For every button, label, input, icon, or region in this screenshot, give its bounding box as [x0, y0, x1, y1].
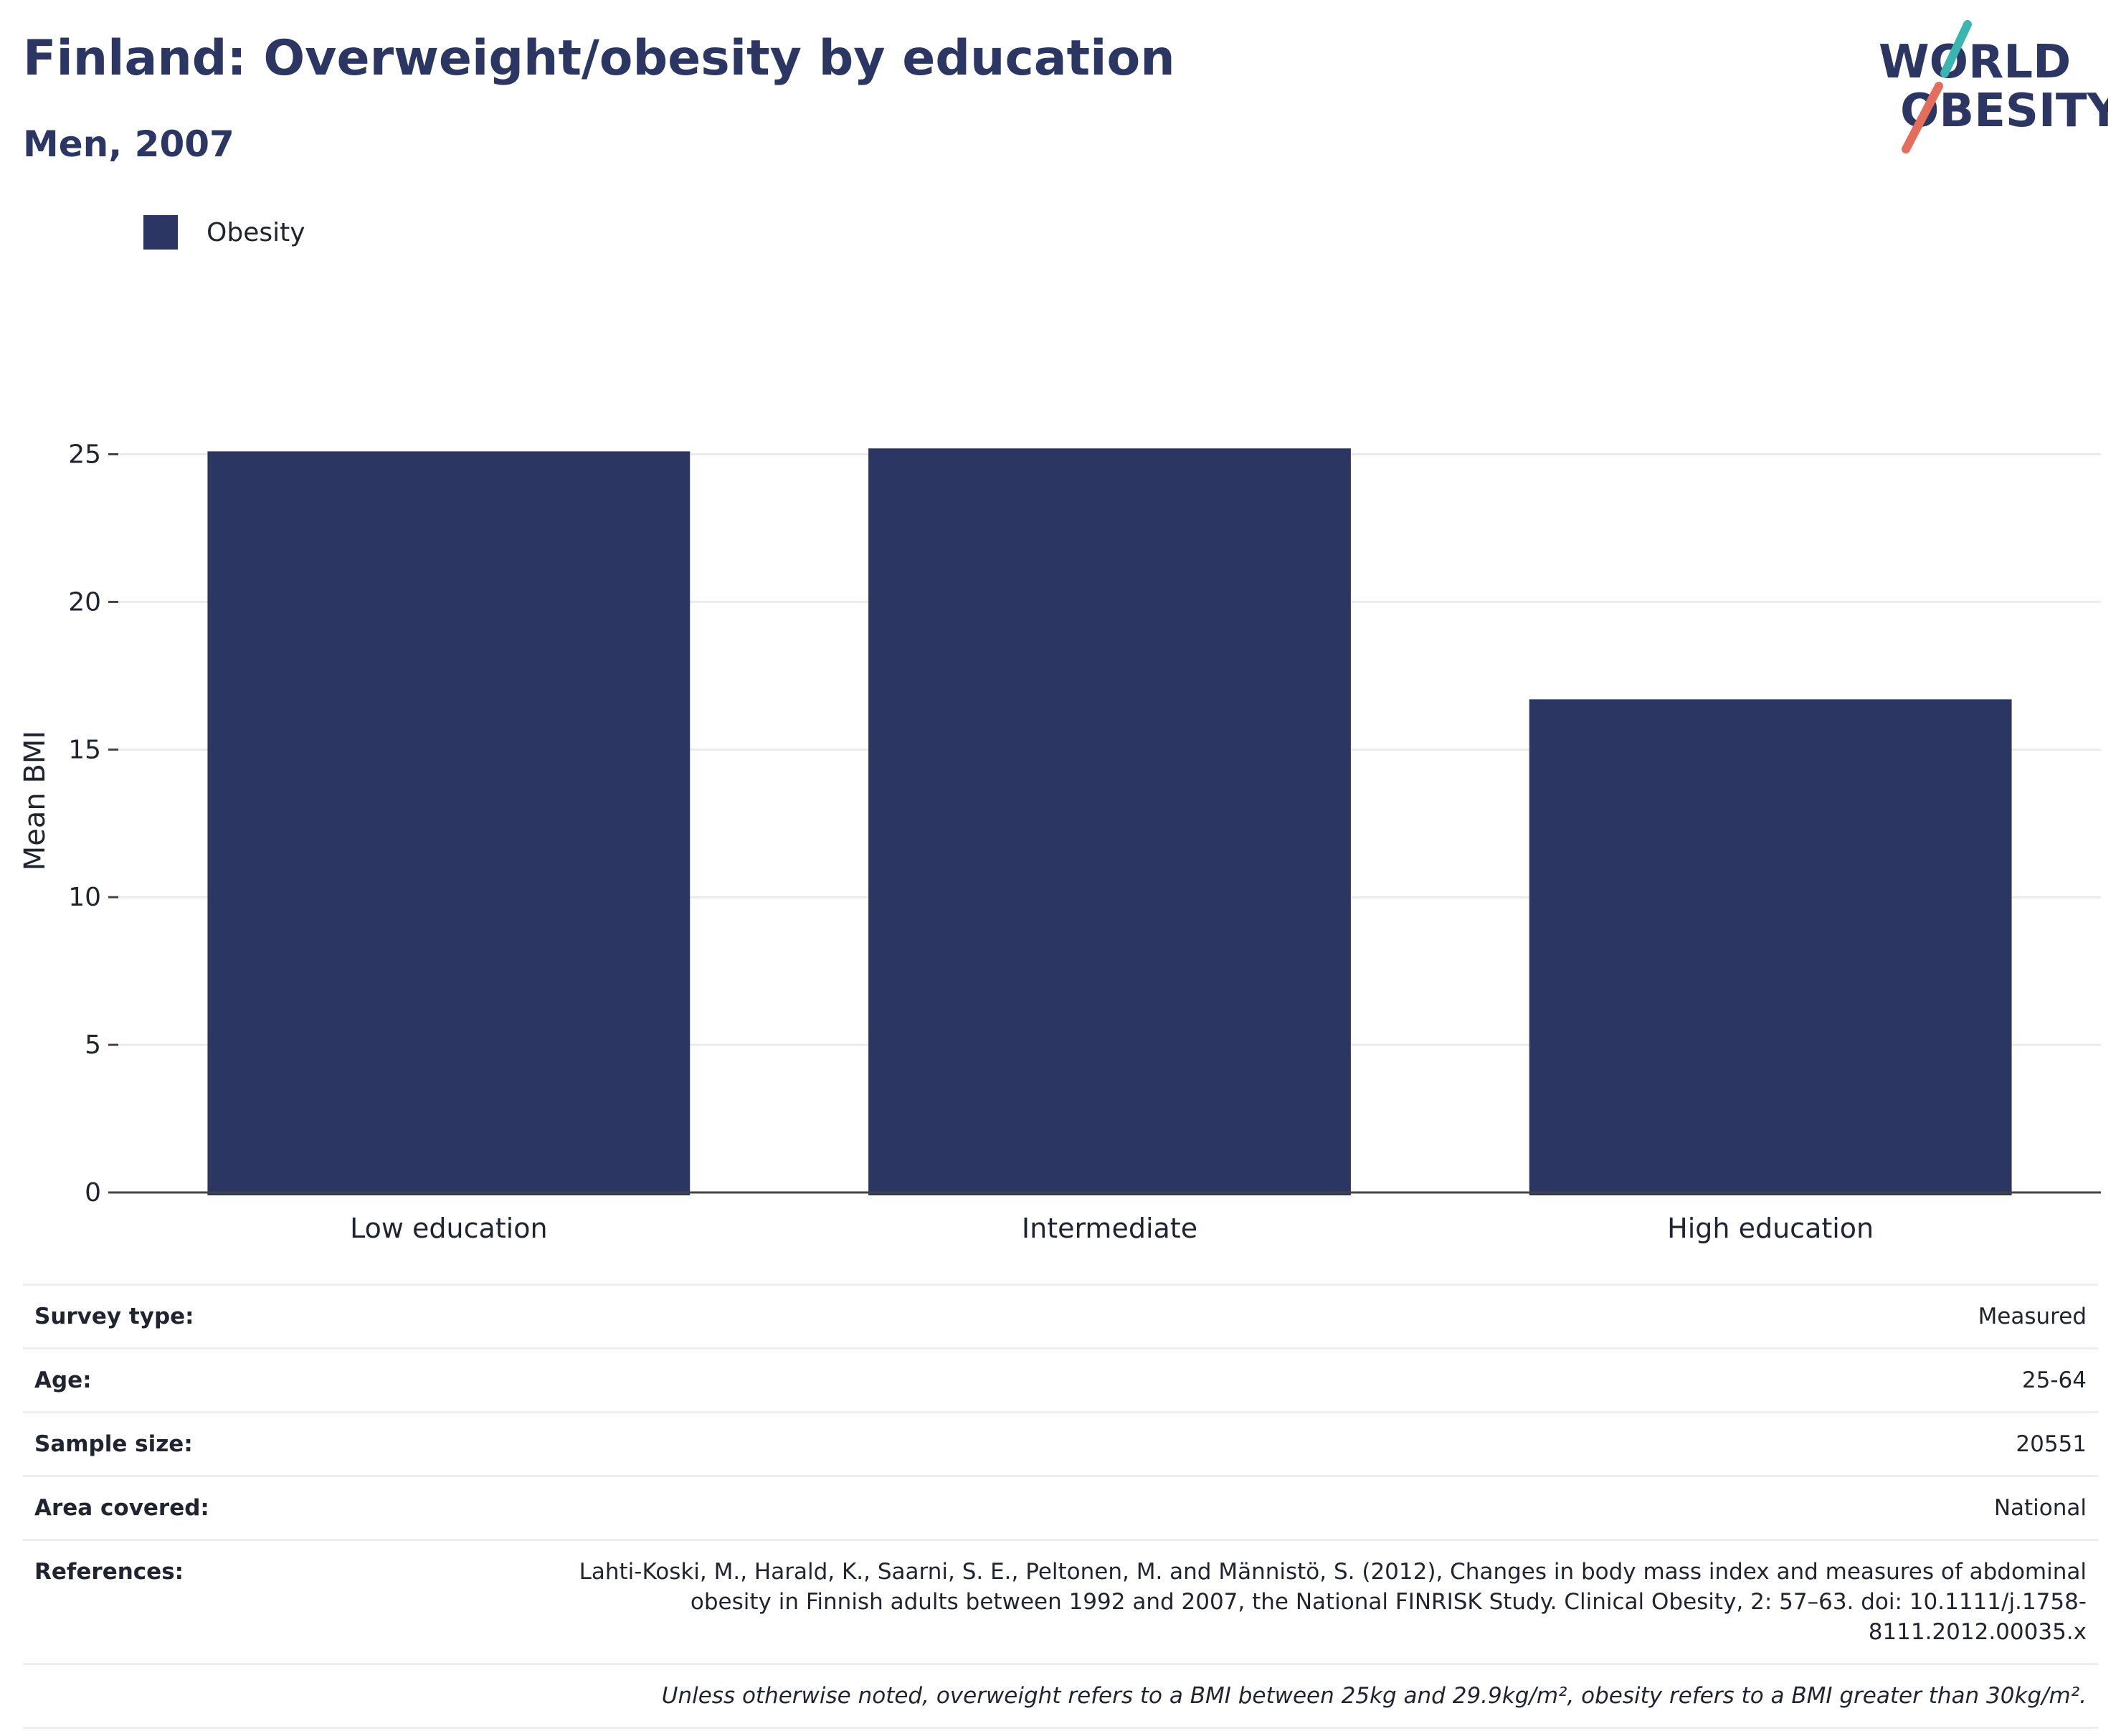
legend-swatch-obesity [143, 215, 178, 250]
info-row-references: References: Lahti-Koski, M., Harald, K.,… [23, 1539, 2098, 1664]
info-row-footnote: Unless otherwise noted, overweight refer… [23, 1663, 2098, 1729]
info-row-age: Age: 25-64 [23, 1347, 2098, 1413]
y-tick-label: 20 [68, 587, 101, 617]
info-value: 20551 [347, 1411, 2098, 1476]
info-value: Measured [347, 1284, 2098, 1349]
info-label: Sample size: [23, 1411, 347, 1476]
bar-intermediate [868, 448, 1351, 1195]
info-label: References: [23, 1539, 347, 1664]
info-label: Survey type: [23, 1284, 347, 1349]
x-tick-label: Intermediate [1022, 1213, 1197, 1244]
y-tick-label: 0 [85, 1178, 101, 1208]
bar-chart: 0 5 10 15 20 25 Low education Intermediate High … [19, 440, 2101, 1244]
legend: Obesity [143, 214, 305, 251]
info-value: National [347, 1475, 2098, 1540]
reference-text: Lahti-Koski, M., Harald, K., Saarni, S. … [579, 1559, 2087, 1645]
y-tick-label: 5 [85, 1030, 101, 1060]
x-tick-label: Low education [350, 1213, 547, 1244]
logo-slash-coral [1902, 82, 1943, 153]
world-obesity-logo: WORLD OBESITY [1879, 20, 2108, 153]
y-tick-label: 25 [68, 440, 101, 470]
legend-label-obesity: Obesity [207, 217, 305, 247]
chart-title: Finland: Overweight/obesity by education [23, 30, 1175, 87]
info-label: Age: [23, 1347, 347, 1413]
info-value: Lahti-Koski, M., Harald, K., Saarni, S. … [347, 1539, 2098, 1664]
footnote: Unless otherwise noted, overweight refer… [23, 1663, 2098, 1729]
bar-high-education [1529, 699, 2012, 1195]
bar-low-education [207, 451, 691, 1195]
info-row-sample-size: Sample size: 20551 [23, 1411, 2098, 1476]
chart-subtitle: Men, 2007 [23, 123, 234, 165]
survey-info-table: Survey type: Measured Age: 25-64 Sample … [23, 1284, 2098, 1729]
logo-slash-teal [1940, 20, 1972, 77]
logo-line1: WORLD [1879, 36, 2071, 89]
y-tick-label: 15 [68, 735, 101, 764]
info-row-area-covered: Area covered: National [23, 1475, 2098, 1540]
info-label: Area covered: [23, 1475, 347, 1540]
x-tick-label: High education [1667, 1213, 1874, 1244]
y-tick-label: 10 [68, 883, 101, 912]
y-axis-label: Mean BMI [19, 731, 52, 871]
info-row-survey-type: Survey type: Measured [23, 1284, 2098, 1349]
info-value: 25-64 [347, 1347, 2098, 1413]
